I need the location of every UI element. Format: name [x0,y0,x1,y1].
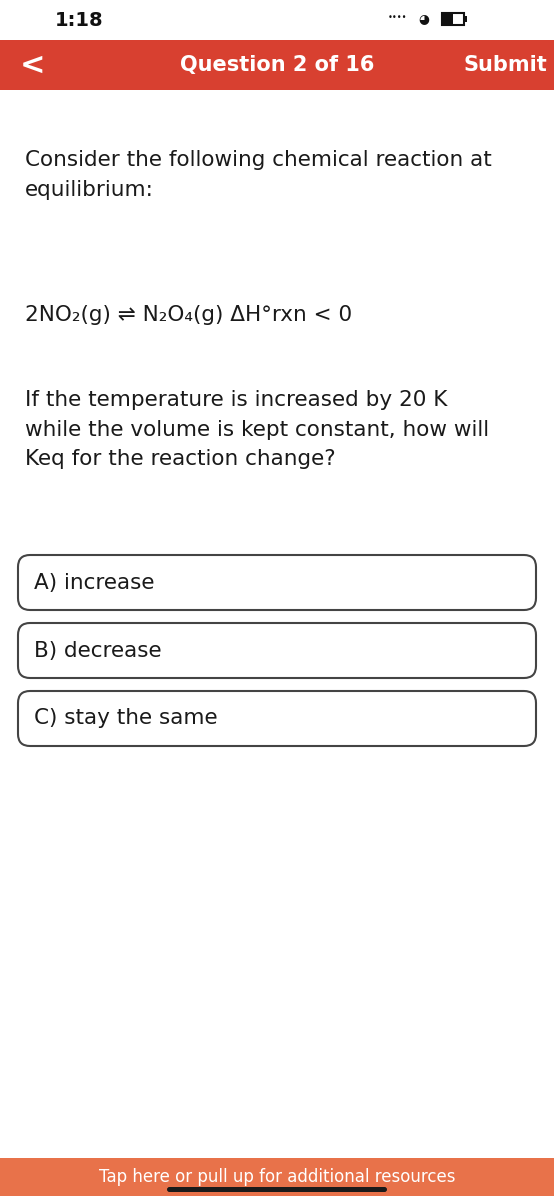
Text: A) increase: A) increase [34,572,155,593]
FancyBboxPatch shape [18,623,536,678]
Text: If the temperature is increased by 20 K
while the volume is kept constant, how w: If the temperature is increased by 20 K … [25,390,489,469]
FancyBboxPatch shape [18,554,536,610]
Text: C) stay the same: C) stay the same [34,708,218,728]
Text: Submit: Submit [463,55,547,74]
Text: Tap here or pull up for additional resources: Tap here or pull up for additional resou… [99,1168,455,1186]
FancyBboxPatch shape [167,1187,387,1192]
FancyBboxPatch shape [0,1158,554,1196]
FancyBboxPatch shape [0,40,554,90]
FancyBboxPatch shape [464,16,467,22]
Text: 2NO₂(g) ⇌ N₂O₄(g) ΔH°rxn < 0: 2NO₂(g) ⇌ N₂O₄(g) ΔH°rxn < 0 [25,305,352,325]
FancyBboxPatch shape [443,14,453,24]
Text: Consider the following chemical reaction at
equilibrium:: Consider the following chemical reaction… [25,150,492,199]
Text: ••••: •••• [388,13,408,23]
Text: <: < [20,50,45,79]
Text: 1:18: 1:18 [55,11,104,30]
Text: B) decrease: B) decrease [34,641,162,660]
Text: ◕: ◕ [418,12,429,25]
Text: Question 2 of 16: Question 2 of 16 [180,55,374,74]
FancyBboxPatch shape [18,691,536,746]
